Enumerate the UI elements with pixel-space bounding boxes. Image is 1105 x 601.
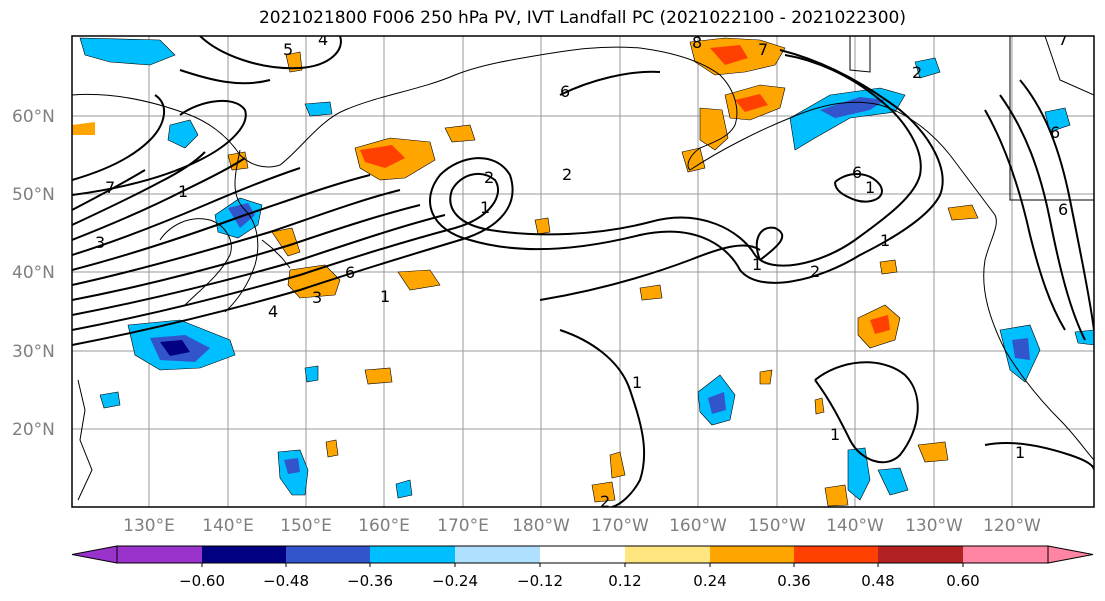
colorbar-extend-low <box>71 545 118 564</box>
lat-label: 60°N <box>12 107 55 127</box>
contour-label: 1 <box>830 425 840 444</box>
colorbar-segment <box>202 546 286 563</box>
contour-label: 5 <box>283 40 293 59</box>
colorbar-segment <box>878 546 963 563</box>
colorbar-tick-label: −0.24 <box>432 572 478 590</box>
colorbar-tick-label: −0.36 <box>347 572 393 590</box>
colorbar-segment <box>625 546 710 563</box>
contour-label: 2 <box>600 492 610 511</box>
lat-label: 50°N <box>12 185 55 205</box>
contour-label: 6 <box>560 82 570 101</box>
contour-label: 1 <box>865 178 875 197</box>
contour-label: 7 <box>1058 30 1068 49</box>
lon-label: 160°E <box>358 516 410 536</box>
positive-anomalies <box>72 37 979 507</box>
lon-label: 140°E <box>202 516 254 536</box>
contour-label: 4 <box>318 30 328 49</box>
colorbar-tick-label: 0.24 <box>693 572 726 590</box>
lon-label: 150°W <box>748 516 806 536</box>
colorbar-tick-label: 0.60 <box>946 572 979 590</box>
colorbar-segment <box>963 546 1048 563</box>
contour-label: 6 <box>1050 123 1060 142</box>
lon-label: 150°E <box>280 516 332 536</box>
contour-label: 1 <box>1015 443 1025 462</box>
contour-label: 1 <box>752 255 762 274</box>
contour-label: 6 <box>852 163 862 182</box>
colorbar-tick-label: −0.12 <box>517 572 563 590</box>
lon-label: 140°W <box>826 516 884 536</box>
contour-label: 1 <box>632 373 642 392</box>
map-frame <box>71 35 1095 508</box>
lon-label: 180°W <box>512 516 570 536</box>
negative-anomalies <box>79 37 1094 501</box>
contour-label: 2 <box>912 63 922 82</box>
longitude-labels: 130°E 140°E 150°E 160°E 170°E 180°W 170°… <box>123 516 1041 536</box>
contour-label: 7 <box>758 40 768 59</box>
contour-label: 6 <box>1058 200 1068 219</box>
contour-label: 7 <box>105 178 115 197</box>
contour-label: 1 <box>380 287 390 306</box>
colorbar-tick-label: 0.12 <box>608 572 641 590</box>
colorbar-tick-label: −0.48 <box>263 572 309 590</box>
colorbar-segment <box>710 546 794 563</box>
lon-label: 130°E <box>123 516 175 536</box>
contour-label: 2 <box>484 168 494 187</box>
colorbar <box>71 545 1094 567</box>
lat-label: 20°N <box>12 420 55 440</box>
contour-label: 3 <box>312 288 322 307</box>
lon-label: 160°W <box>669 516 727 536</box>
latitude-labels: 60°N 50°N 40°N 30°N 20°N <box>12 107 55 440</box>
colorbar-segment <box>455 546 540 563</box>
colorbar-segment <box>286 546 370 563</box>
contour-label: 4 <box>268 302 278 321</box>
colorbar-tick-label: −0.60 <box>179 572 225 590</box>
contour-label: 1 <box>178 182 188 201</box>
contour-label: 2 <box>810 262 820 281</box>
contour-label: 2 <box>562 165 572 184</box>
contour-labels: 5 4 8 7 2 6 7 3 2 1 7 6 2 1 6 1 4 3 1 6 … <box>95 30 1068 511</box>
colorbar-outline <box>116 545 1049 564</box>
colorbar-tick-label: 0.48 <box>861 572 894 590</box>
graticule <box>72 36 1094 507</box>
contour-label: 3 <box>95 233 105 252</box>
lat-label: 30°N <box>12 342 55 362</box>
colorbar-segment <box>540 546 625 563</box>
colorbar-segment <box>370 546 455 563</box>
lat-label: 40°N <box>12 263 55 283</box>
lon-label: 120°W <box>983 516 1041 536</box>
colorbar-segment <box>794 546 878 563</box>
contour-label: 1 <box>880 231 890 250</box>
colorbar-extend-high <box>1047 545 1094 564</box>
contour-label: 1 <box>480 198 490 217</box>
pv-contours <box>72 36 1094 507</box>
map-title: 2021021800 F006 250 hPa PV, IVT Landfall… <box>258 8 906 28</box>
colorbar-tick-label: 0.36 <box>777 572 810 590</box>
contour-label: 8 <box>692 33 702 52</box>
colorbar-segment <box>117 546 202 563</box>
lon-label: 170°E <box>437 516 489 536</box>
colorbar-ticks: −0.60 −0.48 −0.36 −0.24 −0.12 0.12 0.24 … <box>179 572 980 590</box>
lon-label: 130°W <box>905 516 963 536</box>
contour-label: 6 <box>345 263 355 282</box>
lon-label: 170°W <box>591 516 649 536</box>
